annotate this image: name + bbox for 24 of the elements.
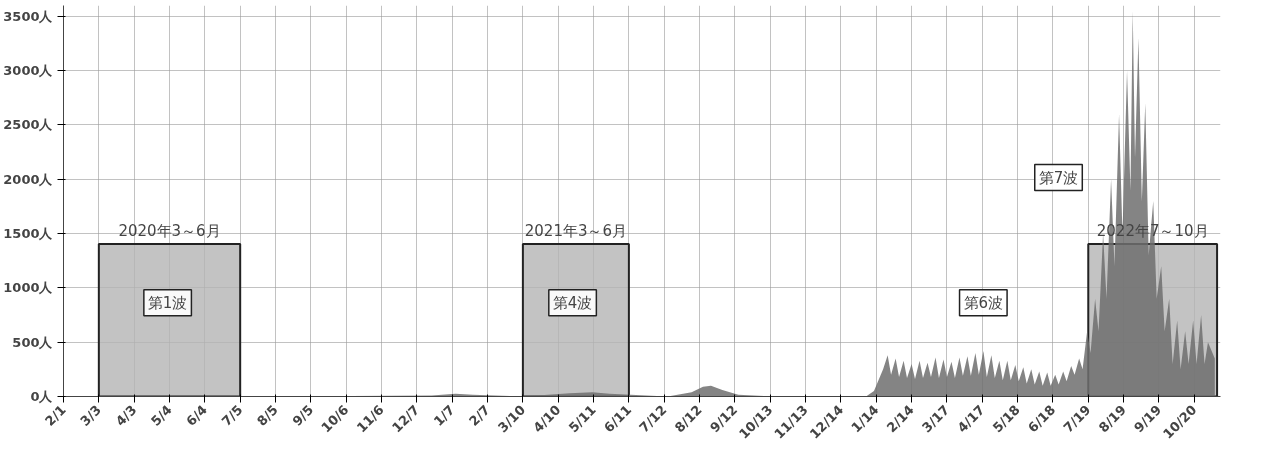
x-tick-label: 5/4 xyxy=(148,402,175,429)
y-tick-label: 1500人 xyxy=(3,226,54,242)
band-label: 2021年3～6月 xyxy=(524,222,628,241)
x-tick-label: 7/5 xyxy=(218,402,246,429)
y-tick-label: 2000人 xyxy=(3,171,54,187)
x-tick-label: 9/5 xyxy=(289,402,317,429)
annotation: 第4波 xyxy=(552,293,593,312)
y-tick-label: 2500人 xyxy=(3,117,54,133)
y-tick-label: 3000人 xyxy=(3,63,54,79)
annotation: 第6波 xyxy=(963,293,1004,312)
y-tick-label: 500人 xyxy=(12,334,54,350)
annotation: 第7波 xyxy=(1038,168,1079,187)
x-tick-label: 8/5 xyxy=(254,402,281,429)
y-tick-label: 3500人 xyxy=(3,8,54,24)
y-tick-label: 0人 xyxy=(30,389,54,404)
x-tick-label: 2/7 xyxy=(466,402,493,429)
band-label: 2020年3～6月 xyxy=(118,222,221,241)
x-tick-label: 3/3 xyxy=(77,402,105,429)
x-tick-label: 2/1 xyxy=(42,402,69,429)
x-tick-label: 1/7 xyxy=(430,402,458,429)
x-tick-label: 4/3 xyxy=(112,402,140,429)
y-tick-label: 1000人 xyxy=(3,280,54,296)
x-tick-label: 6/4 xyxy=(183,402,211,429)
annotation: 第1波 xyxy=(147,293,188,312)
